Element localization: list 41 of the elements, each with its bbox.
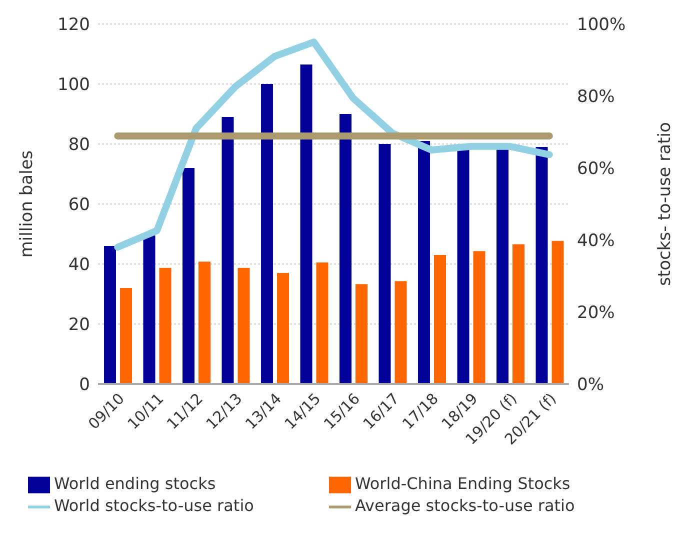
y-tick-label: 60 <box>68 195 90 216</box>
bar <box>104 246 116 384</box>
bar <box>356 284 368 384</box>
bar <box>378 144 391 384</box>
bar <box>434 255 446 384</box>
bar <box>552 240 564 384</box>
y-axis-title: million bales <box>17 150 38 258</box>
legend-label: Average stocks-to-use ratio <box>355 496 576 516</box>
y-tick-label: 40 <box>68 255 90 276</box>
y-tick-label: 0 <box>79 375 90 396</box>
legend-label: World stocks-to-use ratio <box>54 496 255 516</box>
legend-label: World-China Ending Stocks <box>355 474 572 494</box>
y-tick-label: 120 <box>58 15 90 36</box>
y2-tick-label: 0% <box>577 375 604 396</box>
bar <box>512 244 524 384</box>
bar <box>159 268 172 384</box>
bar <box>261 84 273 384</box>
bar <box>143 236 156 384</box>
bar <box>340 114 352 384</box>
y2-tick-label: 60% <box>577 159 615 180</box>
bar <box>238 268 250 384</box>
bar <box>222 117 234 384</box>
y-tick-label: 80 <box>68 135 90 156</box>
bar <box>418 141 430 384</box>
bar <box>473 251 486 384</box>
bar <box>198 262 210 384</box>
y2-axis-title: stocks- to-use ratio <box>655 122 676 286</box>
y-tick-label: 100 <box>58 75 90 96</box>
bar <box>536 147 548 384</box>
y2-tick-label: 40% <box>577 231 615 252</box>
bar <box>277 273 289 384</box>
bar <box>120 288 132 384</box>
bar <box>316 262 328 384</box>
y2-tick-label: 100% <box>577 15 626 36</box>
y-tick-label: 20 <box>68 315 90 336</box>
y2-tick-label: 80% <box>577 87 615 108</box>
legend-label: World ending stocks <box>54 474 217 494</box>
bar <box>182 168 194 384</box>
bar <box>394 281 407 384</box>
y2-tick-label: 20% <box>577 303 615 324</box>
bar <box>300 64 312 384</box>
